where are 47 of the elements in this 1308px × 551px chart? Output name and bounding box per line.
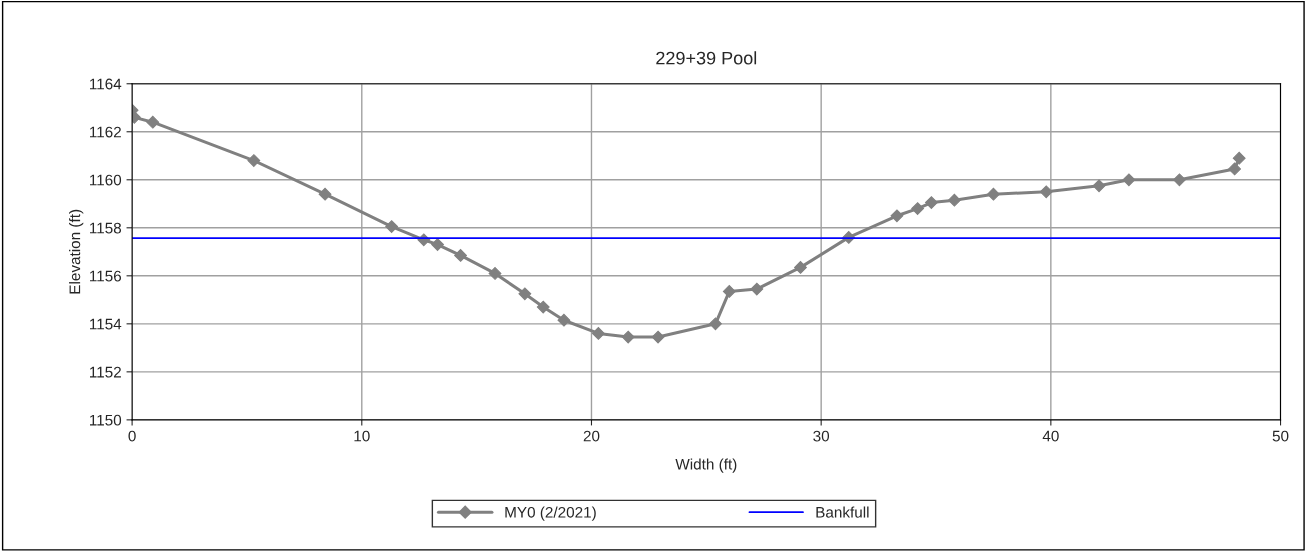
point [651, 330, 665, 344]
point [247, 154, 261, 167]
point [318, 187, 332, 201]
point [454, 249, 467, 262]
point [1173, 173, 1186, 187]
point [722, 285, 736, 298]
point [385, 220, 399, 234]
y-tick-label: 1164 [90, 78, 122, 90]
point [1092, 179, 1106, 193]
point [890, 209, 904, 223]
y-tick-label: 1158 [90, 222, 122, 234]
legend-label: MY0 (2/2021) [505, 506, 596, 521]
x-tick-label: 10 [354, 430, 370, 442]
point [1039, 185, 1053, 199]
point [488, 267, 502, 280]
x-tick-label: 0 [128, 430, 136, 442]
point [925, 196, 938, 209]
point [1122, 173, 1136, 187]
point [987, 187, 1000, 201]
y-tick-label: 1156 [90, 270, 122, 282]
x-tick-label: 50 [1272, 430, 1289, 442]
point [557, 313, 571, 327]
point [1228, 162, 1242, 176]
point [750, 282, 764, 296]
legend-label: Bankfull [816, 506, 869, 518]
point [518, 287, 532, 301]
y-axis-title: Elevation (ft) [69, 209, 84, 294]
point [591, 327, 605, 340]
point [431, 238, 444, 252]
x-tick-label: 30 [813, 430, 830, 442]
y-tick-label: 1150 [90, 414, 122, 426]
point [146, 115, 160, 129]
point [794, 261, 807, 274]
chart-title: 229+39 Pool [656, 51, 757, 65]
point [947, 193, 961, 207]
y-tick-label: 1154 [90, 318, 122, 330]
point [536, 300, 550, 314]
y-tick-label: 1162 [90, 126, 121, 138]
x-tick-label: 20 [583, 430, 600, 442]
y-tick-label: 1160 [90, 174, 122, 186]
x-tick-label: 40 [1042, 430, 1059, 442]
point [1232, 151, 1246, 165]
point [709, 317, 722, 331]
point [911, 202, 925, 216]
point [621, 330, 635, 344]
x-axis-title: Width (ft) [675, 458, 737, 473]
y-tick-label: 1152 [90, 366, 121, 378]
